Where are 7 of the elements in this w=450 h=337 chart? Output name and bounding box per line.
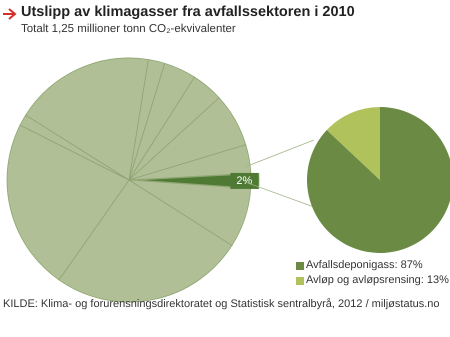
chart-subtitle: Totalt 1,25 millioner tonn CO₂-ekvivalenter: [21, 23, 236, 35]
legend-label: Avfallsdeponigass: 87%: [306, 258, 423, 273]
chart-title: Utslipp av klimagasser fra avfallssektoren i 2010: [21, 4, 355, 20]
text: KILDE: Klima- og forurensningsdirektoratet og Statistisk sentralbyrå, 2012 / miljøstatus.no: [3, 298, 440, 310]
data-label: 2%: [236, 174, 253, 187]
pie-slice: [326, 107, 380, 180]
legend-label: Avløp og avløpsrensing: 13%: [306, 273, 449, 288]
